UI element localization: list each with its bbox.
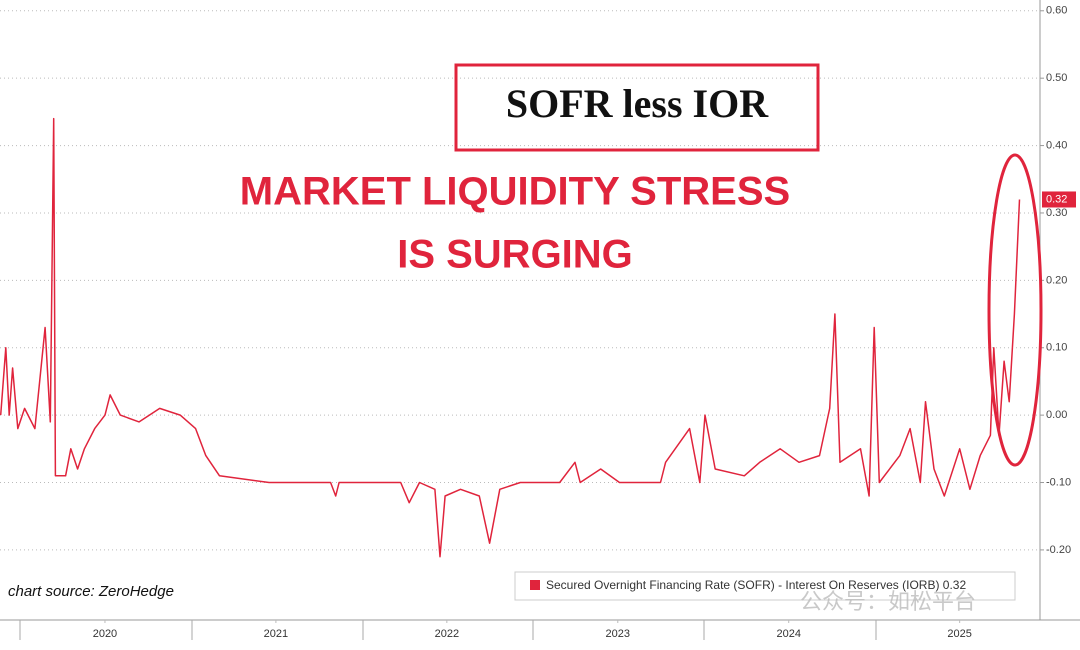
source-note: chart source: ZeroHedge [8, 583, 174, 600]
annotation: IS SURGING [397, 233, 633, 277]
annotation: MARKET LIQUIDITY STRESS [240, 170, 790, 214]
y-tick-label: 0.10 [1046, 342, 1067, 354]
y-tick-label: 0.00 [1046, 409, 1067, 421]
legend-swatch [530, 580, 540, 590]
y-tick-label: 0.20 [1046, 274, 1067, 286]
title-box [454, 63, 820, 152]
y-tick-label: 0.30 [1046, 207, 1067, 219]
highlight-ellipse [987, 153, 1043, 467]
last-value-label: 0.32 [1046, 193, 1067, 205]
x-tick-label: 2024 [776, 628, 800, 640]
y-tick-label: 0.50 [1046, 72, 1067, 84]
y-tick-label: 0.60 [1046, 5, 1067, 17]
x-tick-label: 2025 [947, 628, 971, 640]
watermark: 公众号：如松平台 [800, 589, 976, 614]
x-tick-label: 2021 [264, 628, 288, 640]
legend-box [514, 571, 1016, 601]
chart-title: SOFR less IOR [506, 81, 769, 126]
last-value-badge [1042, 191, 1076, 208]
y-tick-label: -0.20 [1046, 544, 1071, 556]
year-separators [19, 620, 877, 640]
y-tick-label: -0.10 [1046, 476, 1071, 488]
x-tick-label: 2020 [93, 628, 117, 640]
data-line [0, 117, 1021, 558]
legend-label: Secured Overnight Financing Rate (SOFR) … [546, 578, 966, 592]
y-tick-label: 0.40 [1046, 139, 1067, 151]
x-tick-label: 2022 [435, 628, 459, 640]
x-tick-label: 2023 [606, 628, 630, 640]
